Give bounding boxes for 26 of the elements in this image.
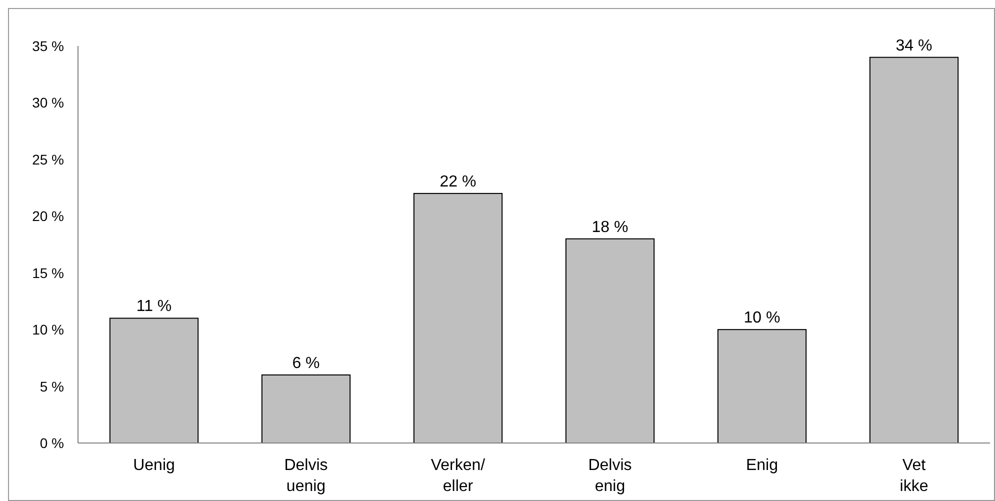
x-tick-label: Delvis uenig xyxy=(284,457,328,495)
y-tick-label: 20 % xyxy=(32,208,64,224)
data-label: 18 % xyxy=(592,218,628,236)
x-tick-label: Verken/ eller xyxy=(430,457,486,495)
x-tick-label: Delvis enig xyxy=(588,457,632,495)
bar xyxy=(717,329,807,444)
y-tick-label: 0 % xyxy=(40,435,64,451)
bar xyxy=(869,56,959,444)
data-label: 10 % xyxy=(744,310,780,327)
data-label: 34 % xyxy=(896,37,932,54)
bar xyxy=(413,192,503,444)
bar xyxy=(261,374,351,444)
bar xyxy=(565,238,655,444)
bar xyxy=(109,318,199,444)
y-tick-label: 15 % xyxy=(32,264,64,281)
y-tick-label: 10 % xyxy=(32,322,64,338)
data-label: 6 % xyxy=(292,354,320,372)
y-tick-label: 35 % xyxy=(32,38,64,54)
y-tick-label: 5 % xyxy=(40,378,64,394)
x-tick-label: Enig xyxy=(746,457,778,474)
x-tick-label: Uenig xyxy=(133,457,175,474)
y-tick-label: 30 % xyxy=(32,94,64,111)
y-tick-label: 25 % xyxy=(32,151,64,168)
data-label: 22 % xyxy=(440,173,476,190)
data-label: 11 % xyxy=(136,298,172,316)
x-tick-label: Vet ikke xyxy=(900,457,928,495)
